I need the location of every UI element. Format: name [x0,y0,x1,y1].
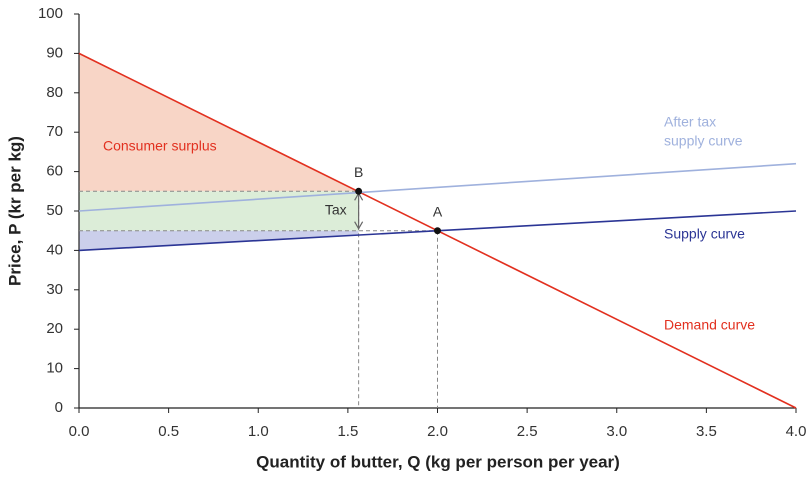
equilibrium-point [434,227,441,235]
y-tick-label: 50 [46,202,63,219]
tax-revenue-area [79,191,359,231]
y-tick-label: 30 [46,281,63,298]
curve-label: After tax [664,114,716,130]
y-tick-label: 0 [55,399,63,416]
point-label: A [433,203,443,219]
y-tick-label: 100 [38,5,63,22]
equilibrium-point [355,187,363,195]
y-tick-label: 10 [46,360,63,377]
curve-label: Supply curve [664,226,745,242]
y-tick-label: 40 [46,241,63,258]
y-tick-label: 60 [46,163,63,180]
x-tick-label: 0.0 [69,423,90,440]
x-tick-label: 2.0 [427,423,448,440]
y-tick-label: 70 [46,123,63,140]
x-tick-label: 1.5 [337,423,358,440]
x-tick-label: 2.5 [517,423,538,440]
curve-label: supply curve [664,133,743,149]
tax-label: Tax [325,202,347,218]
curve-label: Demand curve [664,317,755,333]
y-axis-title: Price, P (kr per kg) [5,136,24,286]
curve [78,162,797,212]
area-label: Consumer surplus [103,138,217,154]
point-label: B [354,164,363,180]
y-tick-label: 20 [46,320,63,337]
x-tick-label: 1.0 [248,423,269,440]
x-tick-label: 4.0 [786,423,807,440]
x-tick-label: 0.5 [158,423,179,440]
x-tick-label: 3.0 [606,423,627,440]
y-tick-label: 80 [46,84,63,101]
x-tick-label: 3.5 [696,423,717,440]
arrow-head [354,221,364,230]
producer-surplus-area [79,230,359,251]
x-axis-title: Quantity of butter, Q (kg per person per… [256,452,620,471]
y-tick-label: 90 [46,44,63,61]
